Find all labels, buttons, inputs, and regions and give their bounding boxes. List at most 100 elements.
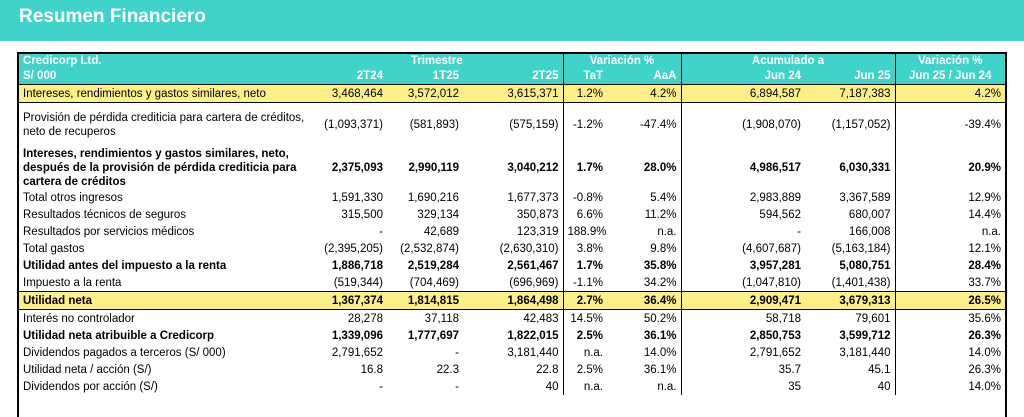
cell-value: 3,181,440 xyxy=(839,346,891,359)
cell-value: (519,344) xyxy=(333,276,383,289)
row-label: Total gastos xyxy=(23,242,85,255)
cell-value: 5,080,751 xyxy=(839,259,891,272)
cell-value: 35.8% xyxy=(643,259,677,272)
cell-value: - xyxy=(680,223,805,240)
cell-value: 3,679,313 xyxy=(805,291,895,310)
cell-value: 7,187,383 xyxy=(805,84,895,103)
cell-value: 594,562 xyxy=(680,206,805,223)
cell-value: 16.8 xyxy=(360,363,383,376)
table-row: Utilidad antes del impuesto a la renta 1,… xyxy=(19,257,1005,274)
company-name: Credicorp Ltd. xyxy=(19,54,311,69)
spacer-row xyxy=(19,102,1005,111)
cell-value: 6,030,331 xyxy=(839,162,891,174)
cell-value: 1,777,697 xyxy=(407,329,459,342)
cell-value: 42,689 xyxy=(423,225,459,238)
table-row: Dividendos pagados a terceros (S/ 000) 2,… xyxy=(19,344,1005,361)
cell-value: 3,468,464 xyxy=(311,84,387,103)
cell-value: 1,677,373 xyxy=(507,191,559,204)
cell-value: 1,690,216 xyxy=(407,191,459,204)
table-row: Interés no controlador 28,278 37,118 42,483… xyxy=(19,309,1005,327)
cell-value: 2,990,119 xyxy=(408,162,459,174)
col-aaa: AaA xyxy=(607,69,681,85)
cell-value: 14.0% xyxy=(894,378,1005,395)
row-label: Intereses, rendimientos y gastos similar… xyxy=(19,84,311,103)
cell-value: n.a. xyxy=(562,344,607,361)
table-row: Total otros ingresos 1,591,330 1,690,216 1,… xyxy=(19,189,1005,206)
cell-value: 2,519,284 xyxy=(407,259,459,272)
cell-value: 2,850,753 xyxy=(680,327,805,344)
cell-value: 2,791,652 xyxy=(331,346,383,359)
group-variacion-anual: Variación % xyxy=(894,54,1005,69)
cell-value: n.a. xyxy=(562,378,607,395)
cell-value: 329,134 xyxy=(417,208,459,221)
cell-value: 2.7% xyxy=(562,291,607,310)
header-row-1: Credicorp Ltd. Trimestre Variación % Acu… xyxy=(19,54,1005,69)
cell-value: 28.0% xyxy=(643,162,677,174)
table-row: Impuesto a la renta (519,344) (704,469) (69… xyxy=(19,274,1005,292)
cell-value: -39.4% xyxy=(894,111,1005,139)
row-label: Utilidad neta xyxy=(19,291,311,310)
cell-value: (2,532,874) xyxy=(400,242,459,255)
cell-value: n.a. xyxy=(894,223,1005,240)
cell-value: 3.8% xyxy=(562,240,607,257)
cell-value: 3,181,440 xyxy=(507,346,559,359)
cell-value: 12.9% xyxy=(894,189,1005,206)
group-variacion: Variación % xyxy=(562,54,681,69)
cell-value: 350,873 xyxy=(516,208,559,221)
cell-value: 14.4% xyxy=(894,206,1005,223)
cell-value: 1,339,096 xyxy=(331,329,383,342)
cell-value: 37,118 xyxy=(424,312,459,325)
spacer-row xyxy=(19,139,1005,147)
cell-value: - xyxy=(379,225,383,238)
row-label: Dividendos por acción (S/) xyxy=(23,380,158,393)
cell-value: - xyxy=(455,380,459,393)
cell-value: 3,040,212 xyxy=(507,162,559,174)
cell-value: - xyxy=(379,380,383,393)
cell-value: (1,047,810) xyxy=(680,274,805,292)
cell-value: 14.0% xyxy=(894,344,1005,361)
cell-value: (696,969) xyxy=(509,276,559,289)
group-acumulado: Acumulado a xyxy=(680,54,895,69)
row-label: Utilidad antes del impuesto a la renta xyxy=(23,259,227,272)
cell-value: 45.1 xyxy=(868,363,891,376)
cell-value: 2,561,467 xyxy=(507,259,559,272)
row-label: Interés no controlador xyxy=(23,312,135,325)
cell-value: 6,894,587 xyxy=(680,84,805,103)
cell-value: 35 xyxy=(680,378,805,395)
cell-value: (1,157,052) xyxy=(831,119,891,131)
col-tat: TaT xyxy=(562,69,607,85)
cell-value: 1.2% xyxy=(562,84,607,103)
cell-value: n.a. xyxy=(657,225,677,238)
cell-value: (581,893) xyxy=(409,119,459,131)
title-bar: Resumen Financiero xyxy=(0,0,1024,41)
cell-value: 40 xyxy=(545,380,559,393)
cell-value: 36.1% xyxy=(643,363,677,376)
row-label: Utilidad neta atribuible a Credicorp xyxy=(23,329,215,342)
cell-value: 1.7% xyxy=(562,257,607,274)
cell-value: 26.5% xyxy=(894,291,1005,310)
cell-value: 28,278 xyxy=(347,312,383,325)
cell-value: 26.3% xyxy=(894,327,1005,344)
row-label: Intereses, rendimientos y gastos similar… xyxy=(23,148,297,188)
table-row: Provisión de pérdida crediticia para car… xyxy=(19,111,1005,139)
cell-value: 188.9% xyxy=(562,223,607,240)
page-title: Resumen Financiero xyxy=(19,6,206,27)
cell-value: - xyxy=(455,346,459,359)
cell-value: 3,957,281 xyxy=(680,257,805,274)
cell-value: 2,375,093 xyxy=(331,162,383,174)
cell-value: 1,591,330 xyxy=(331,191,383,204)
cell-value: 3,599,712 xyxy=(839,329,891,342)
cell-value: 315,500 xyxy=(341,208,383,221)
group-trimestre: Trimestre xyxy=(311,54,563,69)
cell-value: 50.2% xyxy=(643,312,677,325)
cell-value: 35.6% xyxy=(894,309,1005,327)
cell-value: 34.2% xyxy=(643,276,677,289)
col-2t25: 2T25 xyxy=(463,69,563,85)
cell-value: -0.8% xyxy=(562,189,607,206)
cell-value: 1.7% xyxy=(562,147,607,189)
cell-value: 1,886,718 xyxy=(331,259,383,272)
row-label: Impuesto a la renta xyxy=(23,276,122,289)
row-label: Total otros ingresos xyxy=(23,191,123,204)
cell-value: 58,718 xyxy=(680,309,805,327)
cell-value: 1,864,498 xyxy=(463,291,563,310)
